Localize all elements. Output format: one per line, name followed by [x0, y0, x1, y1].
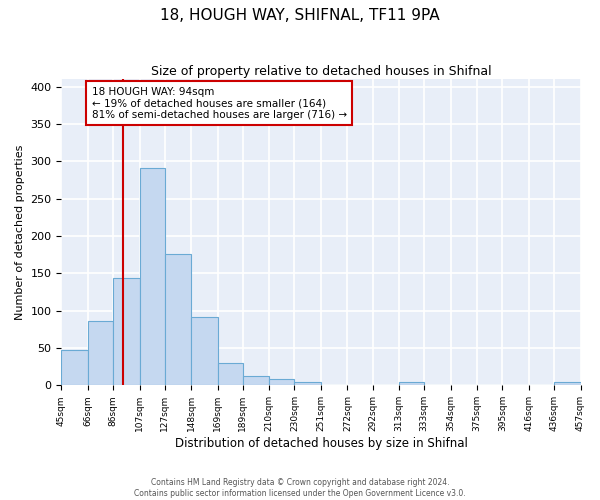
Text: Contains HM Land Registry data © Crown copyright and database right 2024.
Contai: Contains HM Land Registry data © Crown c…: [134, 478, 466, 498]
X-axis label: Distribution of detached houses by size in Shifnal: Distribution of detached houses by size …: [175, 437, 467, 450]
Text: 18, HOUGH WAY, SHIFNAL, TF11 9PA: 18, HOUGH WAY, SHIFNAL, TF11 9PA: [160, 8, 440, 22]
Bar: [61, 350, 88, 386]
Bar: [554, 382, 581, 386]
Bar: [321, 384, 347, 386]
Title: Size of property relative to detached houses in Shifnal: Size of property relative to detached ho…: [151, 65, 491, 78]
Bar: [243, 376, 269, 386]
Bar: [165, 254, 191, 386]
Bar: [113, 278, 140, 386]
Bar: [191, 318, 218, 386]
Text: 18 HOUGH WAY: 94sqm
← 19% of detached houses are smaller (164)
81% of semi-detac: 18 HOUGH WAY: 94sqm ← 19% of detached ho…: [92, 86, 347, 120]
Bar: [269, 380, 295, 386]
Bar: [295, 382, 321, 386]
Bar: [399, 382, 424, 386]
Bar: [218, 363, 243, 386]
Bar: [88, 321, 113, 386]
Bar: [140, 168, 165, 386]
Y-axis label: Number of detached properties: Number of detached properties: [15, 144, 25, 320]
